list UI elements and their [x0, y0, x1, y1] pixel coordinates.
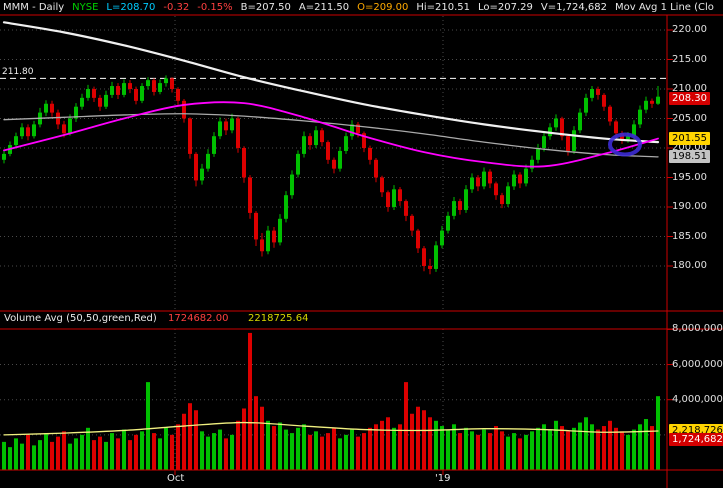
open-value: O=209.00: [357, 2, 409, 13]
low-value: Lo=207.29: [478, 2, 533, 13]
change-percent: -0.15%: [197, 2, 233, 13]
volume-study-label: Volume Avg (50,50,green,Red): [4, 313, 157, 324]
ask-value: A=211.50: [298, 2, 350, 13]
bid-value: B=207.50: [240, 2, 291, 13]
volume-value: V=1,724,682: [540, 2, 608, 13]
last-price: L=208.70: [106, 2, 156, 13]
high-value: Hi=210.51: [416, 2, 471, 13]
change-value: -0.32: [163, 2, 190, 13]
exchange-label: NYSE: [72, 2, 99, 13]
volume-avg-current: 1724682.00: [168, 313, 229, 324]
price-level-label: 211.80: [2, 67, 34, 77]
quote-header: MMM - Daily NYSE L=208.70 -0.32 -0.15% B…: [0, 0, 723, 15]
symbol-timeframe: MMM - Daily: [3, 2, 65, 13]
volume-study-header: Volume Avg (50,50,green,Red) 1724682.00 …: [0, 313, 660, 327]
volume-avg-50: 2218725.64: [248, 313, 309, 324]
study-label: Mov Avg 1 Line (Clo: [615, 2, 714, 13]
